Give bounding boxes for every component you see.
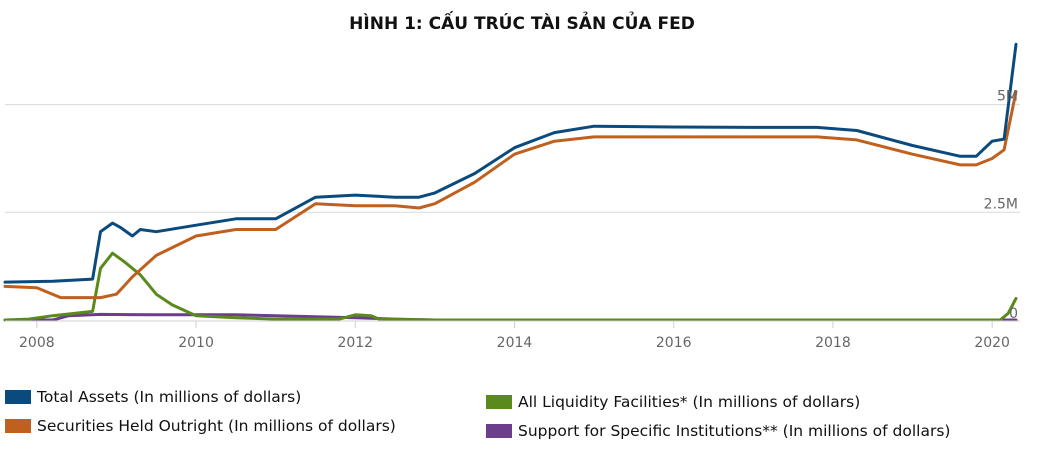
y-tick-label: 2.5M xyxy=(984,196,1018,212)
legend-swatch xyxy=(486,395,512,409)
axes: 0 2.5M 5M 2008 2010 2012 2014 2016 2018 2020 xyxy=(5,89,1020,351)
x-tick-label: 2014 xyxy=(497,335,533,351)
x-tick-label: 2020 xyxy=(974,335,1010,351)
x-tick-label: 2010 xyxy=(178,335,214,351)
x-tick-label: 2008 xyxy=(19,335,55,351)
legend-swatch xyxy=(5,390,31,404)
legend-label: Support for Specific Institutions** (In … xyxy=(518,422,951,440)
series-line-0 xyxy=(3,42,1018,284)
x-tick-label: 2012 xyxy=(337,335,373,351)
series-line-1 xyxy=(3,90,1018,300)
legend-item[interactable]: Securities Held Outright (In millions of… xyxy=(5,417,396,435)
y-tick-label: 5M xyxy=(997,89,1018,105)
legend-label: All Liquidity Facilities* (In millions o… xyxy=(518,393,861,411)
y-tick-label: 0 xyxy=(1009,306,1018,322)
gridlines xyxy=(5,104,1020,213)
legend-label: Securities Held Outright (In millions of… xyxy=(37,417,396,435)
legend-item[interactable]: Total Assets (In millions of dollars) xyxy=(5,388,301,406)
chart-title: HÌNH 1: CẤU TRÚC TÀI SẢN CỦA FED xyxy=(349,14,695,34)
legend-label: Total Assets (In millions of dollars) xyxy=(37,388,302,406)
legend-item[interactable]: All Liquidity Facilities* (In millions o… xyxy=(486,393,860,411)
series-lines xyxy=(3,42,1018,322)
series-line-2 xyxy=(3,251,1018,322)
x-tick-label: 2016 xyxy=(656,335,692,351)
legend-swatch xyxy=(5,419,31,433)
legend-swatch xyxy=(486,424,512,438)
legend-item[interactable]: Support for Specific Institutions** (In … xyxy=(486,422,950,440)
x-tick-label: 2018 xyxy=(815,335,851,351)
